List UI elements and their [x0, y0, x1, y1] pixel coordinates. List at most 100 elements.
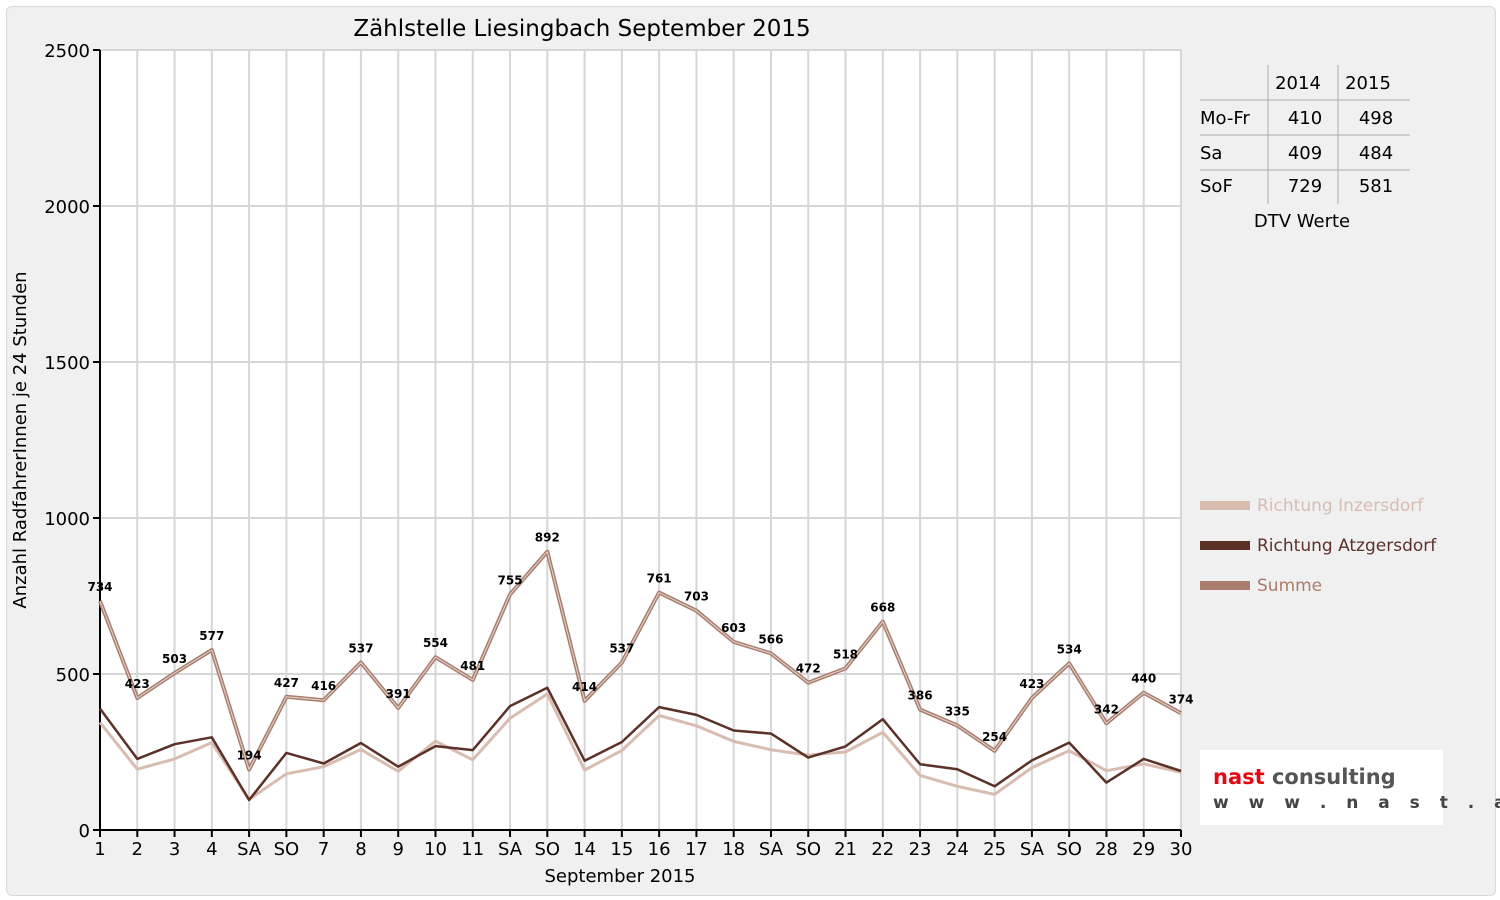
logo-url: w w w . n a s t . a t — [1213, 793, 1500, 813]
x-tick-label: 30 — [1170, 839, 1193, 860]
dtv-cell: 410 — [1288, 108, 1322, 129]
data-label: 537 — [609, 641, 634, 655]
axes — [93, 49, 1182, 837]
x-tick-label: 25 — [983, 839, 1006, 860]
x-tick-label: 29 — [1132, 839, 1155, 860]
x-tick-label: 10 — [424, 839, 447, 860]
dtv-header-2015: 2015 — [1345, 73, 1391, 94]
dtv-row-label: Mo-Fr — [1200, 108, 1250, 129]
x-tick-labels: 1 2 3 4 SA SO 7 8 9 10 11 SA SO 14 15 16 17 18 SA SO 21 22 23 2… — [94, 839, 1192, 860]
series-lines — [98, 549, 1182, 802]
x-tick-label: 2 — [132, 839, 143, 860]
legend-label: Summe — [1257, 576, 1322, 596]
x-tick-label: 11 — [461, 839, 484, 860]
dtv-caption: DTV Werte — [1254, 211, 1350, 232]
dtv-row-label: Sa — [1200, 143, 1222, 164]
dtv-cell: 729 — [1288, 176, 1322, 197]
data-label: 472 — [796, 662, 821, 676]
dtv-row-label: SoF — [1200, 176, 1233, 197]
chart-title: Zählstelle Liesingbach September 2015 — [353, 16, 810, 42]
data-label: 537 — [348, 641, 373, 655]
dtv-cell: 484 — [1359, 143, 1393, 164]
x-tick-label: SO — [795, 839, 821, 860]
x-tick-label: 3 — [169, 839, 180, 860]
data-labels: 734 423 503 577 194 427 416 537 391 554 481 755 892 4… — [87, 531, 1193, 763]
data-label: 374 — [1168, 692, 1193, 706]
legend-label: Richtung Inzersdorf — [1257, 496, 1424, 516]
x-tick-label: 1 — [94, 839, 105, 860]
data-label: 440 — [1131, 672, 1156, 686]
data-label: 194 — [237, 748, 262, 762]
series-line-inzersdorf — [98, 692, 1182, 801]
x-tick-label: SO — [274, 839, 300, 860]
data-label: 335 — [945, 704, 970, 718]
dtv-cell: 498 — [1359, 108, 1393, 129]
y-tick-label: 1500 — [44, 353, 90, 374]
x-tick-label: 16 — [648, 839, 671, 860]
grid-lines — [100, 49, 1182, 830]
data-label: 892 — [535, 531, 560, 545]
x-tick-label: 28 — [1095, 839, 1118, 860]
logo: nast consulting w w w . n a s t . a t — [1200, 750, 1500, 825]
x-tick-label: 18 — [722, 839, 745, 860]
data-label: 423 — [125, 677, 150, 691]
y-axis-label: Anzahl RadfahrerInnen je 24 Stunden — [10, 271, 31, 608]
data-label: 414 — [572, 680, 597, 694]
y-tick-label: 2000 — [44, 197, 90, 218]
data-label: 566 — [758, 632, 783, 646]
data-label: 603 — [721, 621, 746, 635]
data-label: 386 — [908, 689, 933, 703]
data-label: 703 — [684, 590, 709, 604]
series-line-atzgersdorf — [98, 686, 1182, 802]
x-tick-label: 7 — [318, 839, 329, 860]
data-label: 254 — [982, 730, 1007, 744]
data-label: 518 — [833, 647, 858, 661]
legend-label: Richtung Atzgersdorf — [1257, 536, 1437, 556]
data-label: 734 — [87, 580, 112, 594]
data-label: 416 — [311, 679, 336, 693]
plot-area — [100, 50, 1181, 830]
data-label: 423 — [1019, 677, 1044, 691]
data-label: 755 — [498, 573, 523, 587]
x-tick-label: SA — [759, 839, 784, 860]
legend-swatch — [1200, 541, 1250, 550]
x-tick-label: SO — [535, 839, 561, 860]
x-tick-label: SO — [1056, 839, 1082, 860]
x-tick-label: 14 — [573, 839, 596, 860]
x-tick-label: 21 — [834, 839, 857, 860]
data-label: 668 — [870, 601, 895, 615]
y-tick-label: 500 — [56, 665, 90, 686]
data-label: 761 — [647, 572, 672, 586]
y-tick-labels: 0 500 1000 1500 2000 2500 — [44, 41, 90, 842]
logo-box — [1200, 750, 1443, 825]
y-tick-label: 2500 — [44, 41, 90, 62]
dtv-header-2014: 2014 — [1275, 73, 1321, 94]
data-label: 481 — [460, 659, 485, 673]
legend-swatch — [1200, 501, 1250, 510]
data-label: 577 — [199, 629, 224, 643]
x-tick-label: 24 — [946, 839, 969, 860]
x-tick-label: 9 — [392, 839, 403, 860]
x-tick-label: 22 — [871, 839, 894, 860]
legend: Richtung Inzersdorf Richtung Atzgersdorf… — [1200, 496, 1437, 596]
x-tick-label: 4 — [206, 839, 217, 860]
dtv-table: 2014 2015 Mo-Fr 410 498 Sa 409 484 SoF 7… — [1200, 65, 1410, 232]
dtv-cell: 409 — [1288, 143, 1322, 164]
x-tick-label: SA — [237, 839, 262, 860]
data-label: 391 — [386, 687, 411, 701]
series-line-summe-inner — [99, 551, 1182, 770]
x-axis-label: September 2015 — [544, 866, 695, 887]
x-tick-label: 17 — [685, 839, 708, 860]
x-tick-label: SA — [498, 839, 523, 860]
legend-swatch — [1200, 581, 1250, 590]
y-tick-label: 0 — [79, 821, 90, 842]
data-label: 342 — [1094, 702, 1119, 716]
data-label: 534 — [1057, 642, 1082, 656]
x-tick-label: SA — [1020, 839, 1045, 860]
data-label: 554 — [423, 636, 448, 650]
x-tick-label: 15 — [610, 839, 633, 860]
y-tick-label: 1000 — [44, 509, 90, 530]
x-tick-label: 23 — [909, 839, 932, 860]
dtv-cell: 581 — [1359, 176, 1393, 197]
